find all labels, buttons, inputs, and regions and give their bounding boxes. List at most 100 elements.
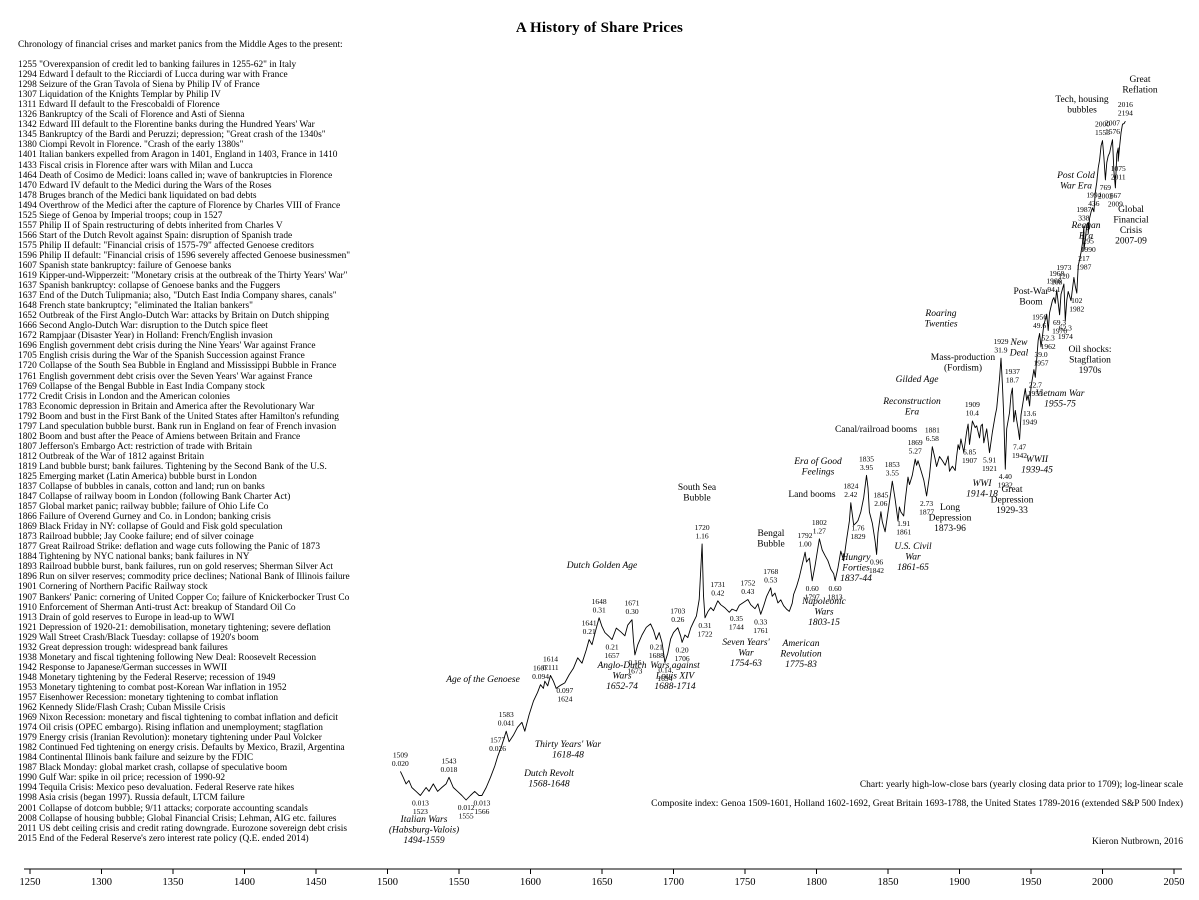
x-axis-tick-label: 1550	[449, 877, 470, 888]
point-label: 2011	[1111, 173, 1126, 182]
point-label: 0.097	[556, 686, 573, 695]
point-label: 1706	[675, 654, 690, 663]
point-label: 2002	[1098, 191, 1113, 200]
point-label: 1523	[413, 807, 428, 816]
point-label: 6.85	[963, 447, 976, 456]
point-label: 0.31	[698, 621, 711, 630]
era-annotation: Deal	[1009, 349, 1029, 359]
point-label: 1657	[605, 651, 620, 660]
point-label: 1949	[1022, 417, 1037, 426]
point-label: 39.0	[1034, 350, 1047, 359]
era-annotation: 1688-1714	[654, 682, 695, 692]
chronology-entry: 1819 Land bubble burst; bank failures. T…	[18, 461, 327, 472]
chronology-entry: 1619 Kipper-und-Wipperzeit: "Monetary cr…	[18, 271, 348, 282]
chronology-panel: Chronology of financial crises and marke…	[18, 40, 350, 844]
x-axis-tick-label: 1650	[592, 877, 613, 888]
point-label: 217	[1078, 254, 1090, 263]
point-label: 0.21	[650, 643, 663, 652]
era-annotation: WWI	[973, 479, 993, 489]
chronology-entry: 1857 Global market panic; railway bubble…	[18, 502, 269, 513]
x-axis-tick-label: 1850	[878, 877, 899, 888]
era-annotation: 1914-18	[966, 490, 998, 500]
point-label: 1869	[908, 438, 923, 447]
point-label: 0.26	[671, 615, 684, 624]
point-label: 0.31	[593, 605, 606, 614]
chronology-entry: 1837 Collapse of bubbles in canals, cott…	[18, 482, 265, 493]
point-label: 1577	[490, 736, 505, 745]
chronology-entry: 1866 Failure of Overend Gurney and Co. i…	[18, 512, 271, 523]
event-annotation: Bengal	[758, 529, 785, 539]
era-annotation: Gilded Age	[896, 375, 939, 385]
point-label: 0.53	[764, 575, 777, 584]
point-label: 1694	[657, 674, 672, 683]
point-label: 2007	[1105, 119, 1120, 128]
era-annotation: Reagan	[1070, 221, 1100, 231]
x-axis-tick-label: 1900	[949, 877, 970, 888]
chronology-entry: 2001 Collapse of dotcom bubble; 9/11 att…	[18, 803, 308, 814]
event-annotation: Land booms	[788, 490, 836, 500]
era-annotation: War	[738, 649, 754, 659]
point-label: 1974	[1058, 332, 1073, 341]
chronology-entry: 1974 Oil crisis (OPEC embargo). Rising i…	[18, 723, 323, 734]
point-label: 0.20	[676, 645, 689, 654]
era-annotation: WWII	[1026, 455, 1049, 465]
event-annotation: Post-War	[1013, 287, 1049, 297]
point-label: 0.60	[806, 584, 819, 593]
point-label: 0.111	[542, 663, 559, 672]
point-label: 1932	[998, 481, 1013, 490]
chronology-entry: 1896 Run on silver reserves; commodity p…	[18, 572, 350, 583]
point-label: 1861	[896, 527, 911, 536]
point-label: 108	[1051, 277, 1063, 286]
point-label: 31.9	[994, 346, 1007, 355]
point-label: 1566	[474, 807, 489, 816]
chronology-entry: 1255 "Overexpansion of credit led to ban…	[18, 60, 297, 71]
point-label: 52.3	[1042, 334, 1055, 343]
point-label: 295	[1083, 237, 1095, 246]
point-label: 1962	[1041, 342, 1056, 351]
event-annotation: Depression	[991, 496, 1034, 506]
point-label: 1802	[812, 518, 827, 527]
chronology-entry: 2011 US debt ceiling crisis and credit r…	[18, 823, 347, 834]
index-note: Composite index: Genoa 1509-1601, Hollan…	[651, 799, 1183, 809]
point-label: 0.21	[605, 643, 618, 652]
point-label: 0.16	[628, 658, 641, 667]
point-label: 5.91	[983, 456, 996, 465]
point-label: 1957	[1034, 358, 1049, 367]
chronology-entry: 1769 Collapse of the Bengal Bubble in Ea…	[18, 381, 265, 392]
point-label: 1576	[1105, 127, 1120, 136]
point-label: 1555	[459, 812, 474, 821]
point-label: 1824	[843, 482, 858, 491]
chronology-entry: 1802 Boom and bust after the Peace of Am…	[18, 431, 301, 442]
point-label: 1956	[1032, 312, 1047, 321]
event-annotation: Bubble	[683, 494, 710, 504]
era-annotation: 1618-48	[552, 751, 584, 761]
point-label: 0.041	[498, 719, 515, 728]
chronology-entry: 1525 Siege of Genoa by Imperial troops; …	[18, 210, 223, 221]
point-label: 0.42	[711, 588, 724, 597]
point-label: 1835	[859, 454, 874, 463]
point-label: 0.094	[532, 672, 549, 681]
era-annotation: Post Cold	[1056, 171, 1095, 181]
chronology-entry: 1326 Bankruptcy of the Scali of Florence…	[18, 110, 245, 121]
event-annotation: bubbles	[1067, 106, 1097, 116]
x-axis-tick-label: 1700	[663, 877, 684, 888]
chronology-entry: 1913 Drain of gold reserves to Europe in…	[18, 612, 235, 623]
chronology-entry: 1783 Economic depression in Britain and …	[18, 401, 315, 412]
era-annotation: Thirty Years' War	[535, 740, 602, 750]
point-label: 1921	[982, 464, 997, 473]
x-axis-tick-label: 1350	[163, 877, 184, 888]
chronology-entry: 1953 Monetary tightening to combat post-…	[18, 682, 287, 693]
era-annotation: Dutch Golden Age	[566, 561, 638, 571]
era-annotation: Wars	[814, 608, 833, 618]
event-annotation: Depression	[929, 514, 972, 524]
chronology-entry: 1990 Gulf War: spike in oil price; reces…	[18, 773, 226, 784]
point-label: 0.013	[473, 799, 490, 808]
point-label: 1.27	[813, 526, 826, 535]
point-label: 1624	[557, 694, 572, 703]
point-label: 2.42	[844, 490, 857, 499]
chronology-entry: 1652 Outbreak of the First Anglo-Dutch W…	[18, 311, 330, 322]
point-label: 1970	[1052, 326, 1067, 335]
chronology-entry: 1307 Liquidation of the Knights Templar …	[18, 90, 221, 101]
point-label: 1968	[1049, 269, 1064, 278]
